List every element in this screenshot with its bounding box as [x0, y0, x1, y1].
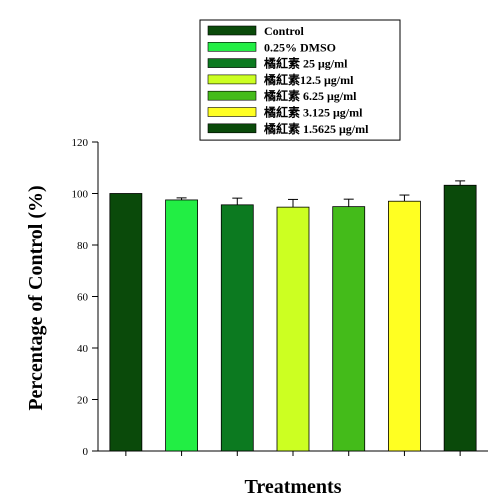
legend-label: Control: [264, 24, 304, 38]
bar: [443, 184, 477, 452]
bar: [332, 206, 366, 452]
bar: [220, 204, 254, 452]
legend-swatch: [207, 107, 257, 117]
legend-swatch: [207, 41, 257, 52]
bar: [388, 200, 421, 452]
legend-label: 橘紅素 6.25 μg/ml: [263, 88, 357, 103]
legend-swatch: [207, 58, 257, 68]
y-tick-label: 20: [77, 395, 89, 407]
legend-label: 0.25% DMSO: [264, 40, 336, 54]
y-tick-label: 120: [72, 137, 89, 149]
y-tick-label: 40: [77, 343, 89, 355]
legend-swatch: [207, 123, 257, 134]
legend-label: 橘紅素 3.125 μg/ml: [263, 105, 363, 120]
bar: [276, 206, 310, 452]
y-tick-label: 80: [77, 240, 89, 252]
bar: [165, 199, 198, 452]
bar: [109, 193, 143, 452]
x-axis-title: Treatments: [244, 476, 341, 498]
y-tick-label: 100: [72, 189, 89, 201]
legend-label: 橘紅素 25 μg/ml: [263, 56, 348, 71]
bars: [109, 180, 477, 452]
x-axis: [98, 450, 488, 456]
y-tick-label: 60: [77, 292, 89, 304]
legend-swatch: [207, 90, 257, 101]
legend-swatch: [207, 74, 257, 85]
y-axis: 0 20 40 60 80 100 120: [72, 137, 99, 458]
y-axis-title: Percentage of Control (%): [25, 185, 47, 410]
legend-label: 橘紅素 1.5625 μg/ml: [263, 121, 369, 136]
legend-label: 橘紅素12.5 μg/ml: [263, 72, 354, 87]
y-tick-label: 0: [83, 446, 89, 458]
legend-swatch: [207, 25, 257, 36]
